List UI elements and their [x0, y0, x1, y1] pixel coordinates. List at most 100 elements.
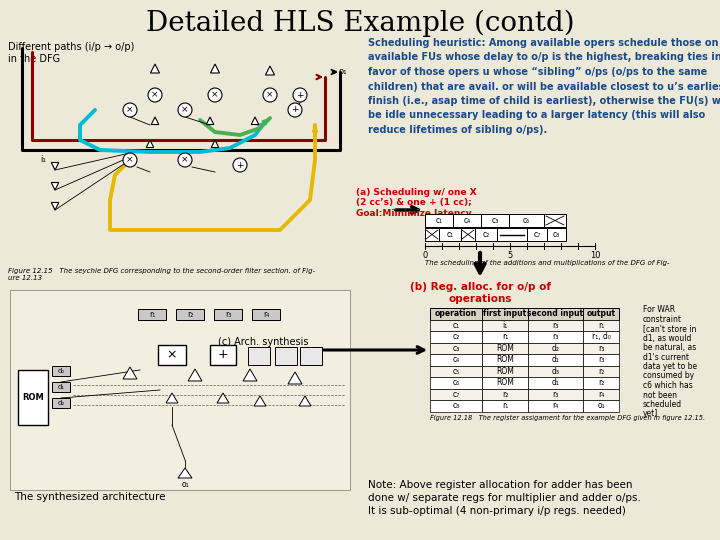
Text: r₂: r₂: [598, 367, 604, 376]
Circle shape: [233, 158, 247, 172]
Polygon shape: [150, 64, 160, 73]
Text: c₃: c₃: [491, 216, 499, 225]
Polygon shape: [178, 468, 192, 478]
Bar: [583, 388, 619, 400]
Text: operation: operation: [435, 309, 477, 318]
Text: (b) Reg. alloc. for o/p of
operations: (b) Reg. alloc. for o/p of operations: [410, 282, 551, 303]
Text: r₃: r₃: [598, 344, 604, 353]
Text: o₁: o₁: [597, 401, 605, 410]
Bar: [10, 290, 350, 490]
Circle shape: [123, 103, 137, 117]
Text: ×: ×: [126, 156, 134, 165]
Text: ×: ×: [181, 105, 189, 114]
Text: c₄: c₄: [452, 355, 459, 364]
Bar: [482, 400, 528, 411]
Bar: [275, 347, 297, 365]
Bar: [214, 309, 242, 320]
Circle shape: [148, 88, 162, 102]
Text: consumed by: consumed by: [643, 372, 694, 381]
Bar: [481, 214, 509, 227]
Text: i₁: i₁: [503, 321, 508, 330]
Text: d₂: d₂: [552, 344, 559, 353]
Polygon shape: [188, 369, 202, 381]
Polygon shape: [251, 117, 258, 125]
Text: 5: 5: [508, 251, 513, 260]
Bar: [528, 377, 583, 388]
Text: r₃: r₃: [552, 390, 559, 399]
Bar: [482, 342, 528, 354]
Bar: [583, 377, 619, 388]
Text: r₁: r₁: [502, 332, 508, 341]
Text: +: +: [292, 105, 299, 114]
Bar: [528, 320, 583, 331]
Bar: [430, 400, 482, 411]
Bar: [138, 309, 166, 320]
Text: r₄: r₄: [552, 401, 559, 410]
Polygon shape: [254, 396, 266, 406]
Text: +: +: [217, 348, 228, 361]
Bar: [252, 309, 280, 320]
Text: r₁, d₀: r₁, d₀: [592, 332, 611, 341]
Text: reduce lifetimes of sibling o/ps).: reduce lifetimes of sibling o/ps).: [368, 125, 547, 135]
Bar: [583, 354, 619, 366]
Bar: [18, 370, 48, 425]
Text: r₃: r₃: [552, 321, 559, 330]
Text: (c) Arch. synthesis: (c) Arch. synthesis: [217, 337, 308, 347]
Text: ROM: ROM: [496, 378, 514, 387]
Bar: [475, 228, 497, 241]
Text: d₃: d₃: [552, 367, 559, 376]
Text: ×: ×: [126, 105, 134, 114]
Polygon shape: [299, 396, 311, 406]
Text: finish (i.e., asap time of child is earliest), otherwise the FU(s) will: finish (i.e., asap time of child is earl…: [368, 96, 720, 106]
Text: 10: 10: [590, 251, 600, 260]
Bar: [430, 366, 482, 377]
Bar: [528, 388, 583, 400]
Text: Figure 12.15   The seychie DFG corresponding to the second-order filter section.: Figure 12.15 The seychie DFG correspondi…: [8, 268, 315, 274]
Bar: [430, 320, 482, 331]
Text: ROM: ROM: [496, 344, 514, 353]
Text: Different paths (i/p → o/p)
in the DFG: Different paths (i/p → o/p) in the DFG: [8, 42, 135, 64]
Text: r₂: r₂: [598, 378, 604, 387]
Text: c₁: c₁: [446, 230, 454, 239]
Text: output: output: [586, 309, 616, 318]
Bar: [482, 308, 528, 320]
Circle shape: [178, 103, 192, 117]
Bar: [439, 228, 461, 241]
Bar: [453, 214, 481, 227]
Circle shape: [288, 103, 302, 117]
Text: yet]: yet]: [643, 409, 658, 418]
Polygon shape: [166, 393, 178, 403]
Text: c₁: c₁: [452, 321, 459, 330]
Circle shape: [293, 88, 307, 102]
Text: r₁: r₁: [149, 310, 155, 319]
Text: data yet to be: data yet to be: [643, 362, 697, 371]
Text: d1, as would: d1, as would: [643, 334, 691, 342]
Bar: [583, 342, 619, 354]
Text: done w/ separate regs for multiplier and adder o/ps.: done w/ separate regs for multiplier and…: [368, 493, 641, 503]
Text: r₃: r₃: [552, 332, 559, 341]
Text: r₄: r₄: [598, 390, 604, 399]
Text: ure 12.13: ure 12.13: [8, 275, 42, 281]
Bar: [583, 366, 619, 377]
Bar: [583, 400, 619, 411]
Text: ROM: ROM: [22, 394, 44, 402]
Bar: [482, 320, 528, 331]
Bar: [482, 331, 528, 342]
Bar: [528, 366, 583, 377]
Bar: [482, 366, 528, 377]
Text: r₂: r₂: [186, 310, 193, 319]
Bar: [210, 345, 236, 365]
Text: available FUs whose delay to o/p is the highest, breaking ties in: available FUs whose delay to o/p is the …: [368, 52, 720, 63]
Text: The synthesized architecture: The synthesized architecture: [14, 492, 166, 502]
Bar: [52, 366, 70, 376]
Text: The scheduling of the additions and multiplications of the DFG of Fig-: The scheduling of the additions and mult…: [425, 260, 670, 266]
Text: be idle unnecessary leading to a larger latency (this will also: be idle unnecessary leading to a larger …: [368, 111, 706, 120]
Text: r₃: r₃: [598, 355, 604, 364]
Text: r₁: r₁: [598, 321, 604, 330]
Polygon shape: [210, 64, 220, 73]
Polygon shape: [51, 163, 59, 170]
Text: For WAR: For WAR: [643, 305, 675, 314]
Circle shape: [263, 88, 277, 102]
Text: d₁: d₁: [58, 384, 65, 390]
Text: constraint: constraint: [643, 314, 682, 323]
